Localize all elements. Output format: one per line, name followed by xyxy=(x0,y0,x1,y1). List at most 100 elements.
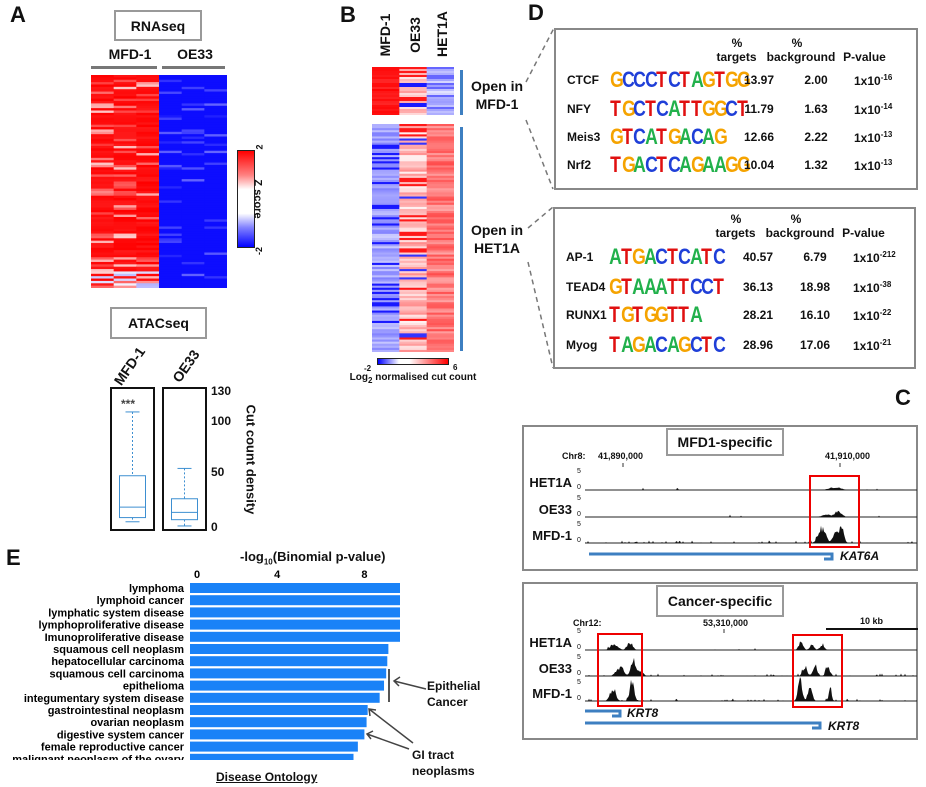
motif-base: A xyxy=(643,244,657,269)
label-line: neoplasms xyxy=(412,764,475,778)
heatmap-cell xyxy=(372,345,400,349)
gi-tract-label: GI tract neoplasms xyxy=(412,747,475,779)
heatmap-cell xyxy=(113,243,137,246)
header-pct-targets: % xyxy=(731,36,743,50)
heatmap-cell xyxy=(372,186,400,189)
heatmap-cell xyxy=(181,231,205,235)
heatmap-cell xyxy=(181,269,205,272)
heatmap-cell xyxy=(113,217,137,220)
heatmap-cell xyxy=(181,110,205,114)
heatmap-cell xyxy=(159,183,183,187)
heatmap-cell xyxy=(181,224,205,227)
pct-targets: 10.04 xyxy=(743,158,775,172)
heatmap-cell xyxy=(204,146,227,149)
heatmap-cell xyxy=(399,146,428,150)
heatmap-cell xyxy=(181,176,205,180)
heatmap-cell xyxy=(399,171,428,175)
pct-background: 1.32 xyxy=(804,158,828,172)
motif-base: T xyxy=(632,302,643,327)
heatmap-cell xyxy=(136,155,160,159)
heatmap-cell xyxy=(159,264,183,268)
heatmap-cell xyxy=(399,211,428,214)
heatmap-cell xyxy=(113,164,137,168)
b-scale-label: Log2 normalised cut count xyxy=(343,372,483,385)
heatmap-cell xyxy=(113,131,137,135)
heatmap-cell xyxy=(204,269,227,272)
heatmap-cell xyxy=(426,231,454,235)
heatmap-cell xyxy=(181,96,205,100)
motif-base: C xyxy=(678,244,691,269)
heatmap-cell xyxy=(91,224,115,227)
heatmap-cell xyxy=(181,273,205,277)
gene-arrow-krt8-short xyxy=(585,709,622,718)
heatmap-cell xyxy=(91,252,115,256)
heatmap-cell xyxy=(91,179,115,182)
heatmap-cell xyxy=(372,73,400,76)
p-value: 1x10-21 xyxy=(853,338,891,353)
heatmap-cell xyxy=(159,155,183,159)
heatmap-cell xyxy=(113,169,137,173)
heatmap-cell xyxy=(399,111,428,114)
heatmap-cell xyxy=(136,221,160,225)
motif-base: A xyxy=(667,96,681,121)
heatmap-cell xyxy=(426,221,454,224)
heatmap-cell xyxy=(372,304,400,307)
heatmap-cell xyxy=(181,115,205,119)
heatmap-cell xyxy=(159,224,183,227)
heatmap-cell xyxy=(399,279,428,283)
heatmap-cell xyxy=(113,98,137,102)
heatmap-cell xyxy=(204,150,227,154)
heatmap-cell xyxy=(426,190,454,193)
heatmap-cell xyxy=(136,96,160,100)
heatmap-cell xyxy=(204,103,227,107)
heatmap-cell xyxy=(113,226,137,230)
heatmap-cell xyxy=(113,181,137,185)
heatmap-cell xyxy=(399,93,428,96)
heatmap-cell xyxy=(91,129,115,133)
heatmap-cell xyxy=(136,146,160,149)
heatmap-cell xyxy=(399,79,428,82)
heatmap-cell xyxy=(113,186,137,190)
b-scale-min: -2 xyxy=(364,364,372,373)
motif-base: C xyxy=(712,332,726,357)
heatmap-cell xyxy=(181,98,205,102)
heatmap-cell xyxy=(181,283,205,287)
p-value-base: 1x10 xyxy=(854,74,881,88)
heatmap-cell xyxy=(181,195,205,199)
heatmap-cell xyxy=(91,153,115,156)
motif-name: Nrf2 xyxy=(567,158,592,172)
b-scale-label-sub: 2 xyxy=(367,376,373,385)
heatmap-cell xyxy=(181,129,205,133)
heatmap-cell xyxy=(159,148,183,152)
heatmap-cell xyxy=(399,296,428,299)
heatmap-cell xyxy=(159,146,183,149)
heatmap-cell xyxy=(136,247,160,251)
p-value-base: 1x10 xyxy=(853,281,880,295)
header-targets: targets xyxy=(716,50,757,64)
heatmap-cell xyxy=(426,87,454,90)
motif-name: CTCF xyxy=(567,73,599,87)
motif-base: A xyxy=(689,244,703,269)
heatmap-cell xyxy=(399,91,428,94)
heatmap-cell xyxy=(91,115,115,119)
heatmap-cell xyxy=(372,341,400,345)
heatmap-cell xyxy=(181,202,205,206)
heatmap-cell xyxy=(204,84,227,88)
heatmap-cell xyxy=(113,235,137,239)
heatmap-cell xyxy=(426,296,454,299)
heatmap-cell xyxy=(399,97,428,100)
heatmap-cell xyxy=(426,179,454,183)
p-value-exponent: -16 xyxy=(880,73,893,82)
heatmap-cell xyxy=(91,264,115,268)
heatmap-cell xyxy=(204,190,227,194)
heatmap-cell xyxy=(159,162,183,166)
p-value-exponent: -13 xyxy=(880,158,893,167)
heatmap-cell xyxy=(372,300,400,303)
heatmap-cell xyxy=(372,233,400,237)
heatmap-cell xyxy=(399,242,428,245)
p-value-base: 1x10 xyxy=(853,309,880,323)
heatmap-cell xyxy=(426,188,454,191)
heatmap-cell xyxy=(204,91,227,95)
heatmap-cell xyxy=(159,280,183,284)
heatmap-cell xyxy=(181,169,205,173)
